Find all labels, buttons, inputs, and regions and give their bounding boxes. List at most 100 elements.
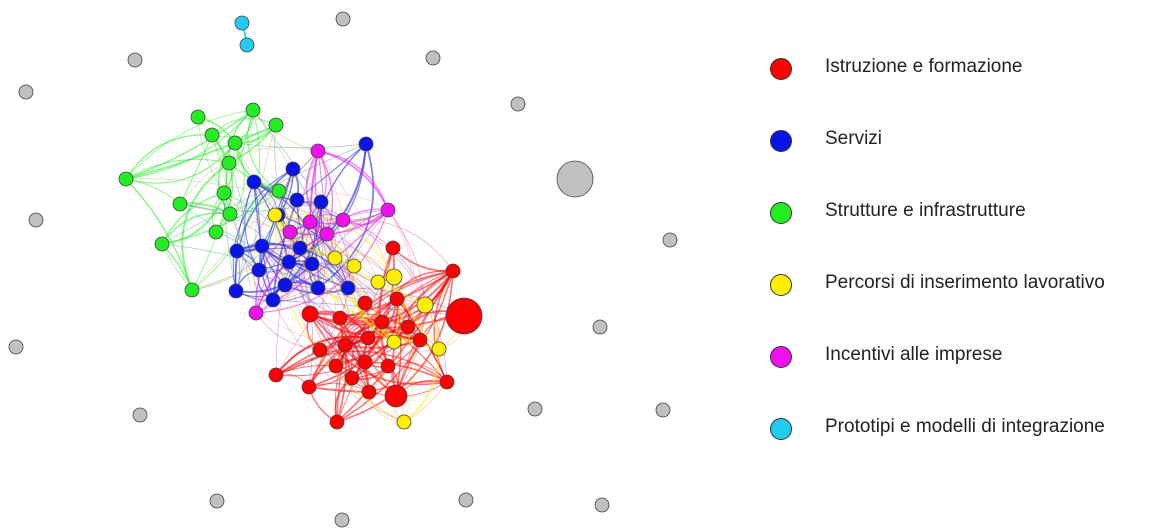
node-servizi — [289, 192, 305, 208]
graph-edge — [368, 304, 426, 393]
graph-edge — [305, 150, 328, 235]
graph-edge — [125, 109, 254, 180]
node-isolated — [655, 402, 671, 418]
graph-edge — [223, 192, 328, 235]
graph-edge — [377, 298, 405, 423]
node-strutture — [154, 236, 170, 252]
graph-edge — [299, 247, 409, 328]
node-servizi — [246, 174, 262, 190]
node-strutture — [208, 224, 224, 240]
graph-edge — [252, 109, 322, 203]
node-istruzione — [329, 414, 345, 430]
graph-edge — [161, 143, 367, 245]
graph-edges — [125, 22, 465, 423]
graph-edge — [125, 109, 254, 180]
legend-label-percorsi: Percorsi di inserimento lavorativo — [825, 272, 1105, 293]
node-istruzione — [400, 319, 416, 335]
graph-edge — [223, 192, 237, 292]
graph-edge — [191, 209, 389, 291]
graph-edge — [289, 209, 389, 236]
graph-edge — [161, 243, 193, 291]
graph-edge — [381, 321, 448, 383]
graph-edge — [319, 201, 350, 351]
node-strutture — [221, 155, 237, 171]
node-isolated — [510, 96, 526, 112]
node-isolated — [527, 401, 543, 417]
legend: Istruzione e formazione Servizi Struttur… — [765, 50, 1150, 482]
graph-edge — [253, 181, 336, 259]
graph-edge — [253, 181, 314, 388]
legend-label-incentivi: Incentivi alle imprese — [825, 344, 1003, 365]
graph-edge — [253, 124, 277, 314]
graph-edge — [317, 209, 389, 289]
graph-edge — [317, 150, 334, 235]
graph-edge — [326, 233, 409, 328]
graph-edge — [179, 203, 290, 263]
node-strutture — [172, 196, 188, 212]
graph-edge — [320, 201, 389, 367]
graph-edge — [377, 281, 414, 423]
graph-edge — [336, 270, 454, 423]
node-servizi — [310, 280, 326, 296]
graph-edge — [309, 313, 389, 367]
graph-edge — [191, 214, 279, 291]
node-strutture — [216, 185, 232, 201]
graph-edge — [161, 243, 193, 291]
node-strutture — [222, 206, 238, 222]
graph-edge — [235, 263, 313, 293]
graph-edge — [228, 162, 245, 292]
node-incentivi — [310, 143, 326, 159]
legend-swatch-servizi — [770, 130, 792, 152]
node-percorsi — [416, 296, 434, 314]
node-istruzione — [385, 240, 401, 256]
graph-edge — [211, 134, 234, 233]
node-servizi — [281, 254, 297, 270]
node-servizi — [340, 280, 356, 296]
legend-swatch-incentivi — [770, 346, 792, 368]
graph-edge — [234, 168, 294, 292]
graph-edge — [179, 201, 322, 212]
graph-edge — [215, 142, 245, 233]
node-isolated — [458, 492, 474, 508]
legend-label-prototipi: Prototipi e modelli di integrazione — [825, 416, 1105, 437]
graph-edge — [296, 143, 367, 201]
graph-edge — [261, 245, 336, 265]
graph-edge — [179, 146, 319, 205]
node-servizi — [228, 283, 244, 299]
graph-edge — [272, 257, 336, 301]
graph-edge — [191, 109, 260, 291]
graph-edge — [253, 181, 261, 271]
graph-edge — [315, 201, 349, 289]
graph-edge — [342, 219, 440, 350]
graph-edge — [191, 150, 319, 291]
node-istruzione — [332, 310, 348, 326]
node-isolated — [28, 212, 44, 228]
graph-edge — [317, 150, 389, 211]
node-percorsi — [346, 258, 362, 274]
legend-label-servizi: Servizi — [825, 128, 883, 149]
node-istruzione — [380, 358, 396, 374]
graph-edge — [258, 257, 336, 275]
graph-edge — [234, 142, 367, 148]
node-istruzione — [360, 330, 376, 346]
node-percorsi — [385, 268, 403, 286]
node-istruzione — [344, 370, 360, 386]
node-istruzione — [445, 297, 483, 335]
graph-edge — [342, 219, 454, 272]
node-percorsi — [327, 250, 343, 266]
node-strutture — [227, 135, 243, 151]
node-percorsi — [386, 334, 402, 350]
node-incentivi — [248, 305, 264, 321]
node-incentivi — [282, 224, 298, 240]
graph-edge — [284, 284, 366, 304]
graph-edge — [351, 265, 395, 343]
graph-edge — [326, 143, 367, 235]
network-graph — [8, 11, 678, 528]
legend-item-incentivi: Incentivi alle imprese — [765, 338, 1150, 410]
graph-edge — [367, 337, 405, 423]
graph-edge — [125, 134, 213, 180]
graph-edge — [403, 348, 440, 423]
node-isolated — [556, 160, 594, 198]
graph-edge — [317, 150, 355, 267]
node-servizi — [265, 292, 281, 308]
